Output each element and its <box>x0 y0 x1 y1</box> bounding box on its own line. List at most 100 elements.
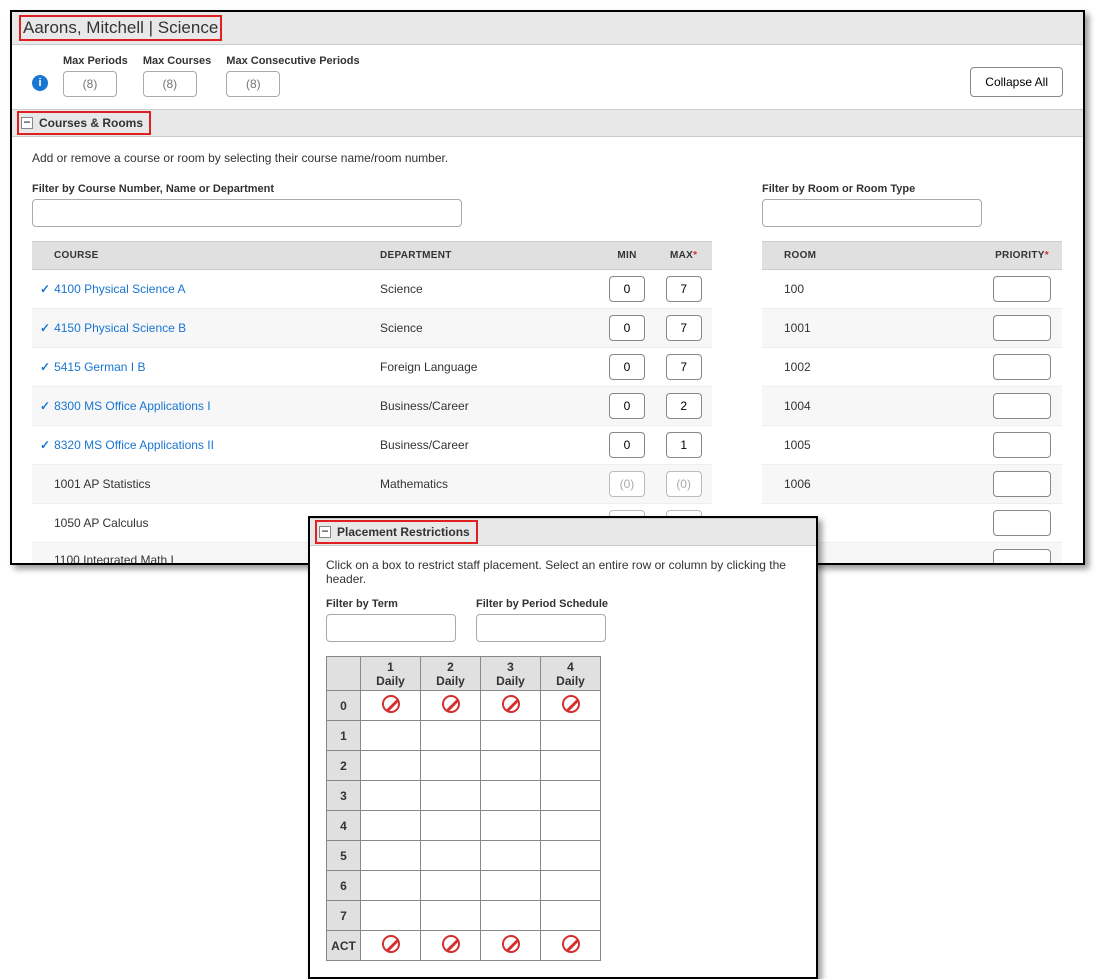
min-input[interactable] <box>609 276 645 302</box>
max-input[interactable] <box>666 276 702 302</box>
restriction-cell[interactable] <box>541 691 601 721</box>
info-icon[interactable]: i <box>32 75 48 91</box>
filter-term-input[interactable] <box>326 614 456 642</box>
collapse-toggle-icon[interactable]: − <box>21 117 33 129</box>
restriction-cell[interactable] <box>421 691 481 721</box>
restriction-cell[interactable] <box>361 871 421 901</box>
restriction-cell[interactable] <box>361 931 421 961</box>
max-input[interactable] <box>666 393 702 419</box>
restriction-cell[interactable] <box>541 841 601 871</box>
restriction-cell[interactable] <box>421 871 481 901</box>
grid-col-header[interactable]: 4Daily <box>541 657 601 691</box>
th-max[interactable]: MAX* <box>655 242 712 270</box>
restriction-cell[interactable] <box>541 931 601 961</box>
course-name[interactable]: 1050 AP Calculus <box>40 516 149 530</box>
min-input[interactable] <box>609 471 645 497</box>
restriction-cell[interactable] <box>361 841 421 871</box>
priority-input[interactable] <box>993 393 1051 419</box>
filter-room-input[interactable] <box>762 199 982 227</box>
restriction-cell[interactable] <box>421 721 481 751</box>
room-name[interactable]: 1006 <box>762 465 982 504</box>
restriction-cell[interactable] <box>361 781 421 811</box>
restriction-cell[interactable] <box>481 871 541 901</box>
min-input[interactable] <box>609 315 645 341</box>
th-department[interactable]: DEPARTMENT <box>372 242 599 270</box>
priority-input[interactable] <box>993 432 1051 458</box>
restriction-cell[interactable] <box>421 931 481 961</box>
restriction-cell[interactable] <box>481 751 541 781</box>
filter-course-input[interactable] <box>32 199 462 227</box>
restriction-cell[interactable] <box>541 871 601 901</box>
priority-input[interactable] <box>993 315 1051 341</box>
restriction-cell[interactable] <box>361 721 421 751</box>
grid-col-header[interactable]: 2Daily <box>421 657 481 691</box>
restriction-cell[interactable] <box>361 901 421 931</box>
restriction-cell[interactable] <box>541 721 601 751</box>
priority-input[interactable] <box>993 471 1051 497</box>
grid-row-header[interactable]: 0 <box>327 691 361 721</box>
priority-input[interactable] <box>993 510 1051 536</box>
room-name[interactable]: 100 <box>762 270 982 309</box>
th-min[interactable]: MIN <box>599 242 656 270</box>
grid-row-header[interactable]: 5 <box>327 841 361 871</box>
restriction-cell[interactable] <box>541 811 601 841</box>
max-input[interactable] <box>666 354 702 380</box>
restriction-cell[interactable] <box>421 781 481 811</box>
restriction-cell[interactable] <box>361 751 421 781</box>
max-input[interactable] <box>666 471 702 497</box>
max-consecutive-input[interactable] <box>226 71 280 97</box>
room-name[interactable]: 1004 <box>762 387 982 426</box>
course-name[interactable]: 1100 Integrated Math I <box>40 553 174 566</box>
th-course[interactable]: COURSE <box>32 242 372 270</box>
restriction-cell[interactable] <box>541 901 601 931</box>
max-input[interactable] <box>666 315 702 341</box>
priority-input[interactable] <box>993 549 1051 565</box>
min-input[interactable] <box>609 354 645 380</box>
restriction-cell[interactable] <box>481 811 541 841</box>
restriction-cell[interactable] <box>421 811 481 841</box>
course-name[interactable]: 5415 German I B <box>54 360 145 374</box>
grid-col-header[interactable]: 1Daily <box>361 657 421 691</box>
grid-row-header[interactable]: 6 <box>327 871 361 901</box>
filter-period-input[interactable] <box>476 614 606 642</box>
max-periods-input[interactable] <box>63 71 117 97</box>
min-input[interactable] <box>609 432 645 458</box>
max-courses-input[interactable] <box>143 71 197 97</box>
room-name[interactable]: 1002 <box>762 348 982 387</box>
course-name[interactable]: 8320 MS Office Applications II <box>54 438 214 452</box>
priority-input[interactable] <box>993 276 1051 302</box>
grid-row-header[interactable]: 7 <box>327 901 361 931</box>
room-name[interactable]: 1001 <box>762 309 982 348</box>
restriction-cell[interactable] <box>421 841 481 871</box>
restriction-cell[interactable] <box>481 931 541 961</box>
max-input[interactable] <box>666 432 702 458</box>
course-name[interactable]: 4150 Physical Science B <box>54 321 186 335</box>
restriction-cell[interactable] <box>421 751 481 781</box>
restriction-cell[interactable] <box>481 721 541 751</box>
collapse-toggle-icon[interactable]: − <box>319 526 331 538</box>
grid-row-header[interactable]: 1 <box>327 721 361 751</box>
grid-row-header[interactable]: 3 <box>327 781 361 811</box>
restriction-cell[interactable] <box>361 811 421 841</box>
restriction-cell[interactable] <box>481 841 541 871</box>
priority-input[interactable] <box>993 354 1051 380</box>
grid-col-header[interactable]: 3Daily <box>481 657 541 691</box>
grid-row-header[interactable]: ACT <box>327 931 361 961</box>
grid-row-header[interactable]: 4 <box>327 811 361 841</box>
course-name[interactable]: 8300 MS Office Applications I <box>54 399 211 413</box>
course-name[interactable]: 1001 AP Statistics <box>40 477 151 491</box>
room-name[interactable]: 1005 <box>762 426 982 465</box>
collapse-all-button[interactable]: Collapse All <box>970 67 1063 97</box>
restriction-cell[interactable] <box>481 781 541 811</box>
course-name[interactable]: 4100 Physical Science A <box>54 282 185 296</box>
restriction-cell[interactable] <box>541 751 601 781</box>
restriction-cell[interactable] <box>541 781 601 811</box>
restriction-cell[interactable] <box>361 691 421 721</box>
restriction-cell[interactable] <box>481 901 541 931</box>
placement-header[interactable]: − Placement Restrictions <box>310 518 816 546</box>
th-priority[interactable]: PRIORITY* <box>982 242 1062 270</box>
courses-rooms-header[interactable]: − Courses & Rooms <box>12 109 1083 137</box>
min-input[interactable] <box>609 393 645 419</box>
restriction-cell[interactable] <box>481 691 541 721</box>
th-room[interactable]: ROOM <box>762 242 982 270</box>
